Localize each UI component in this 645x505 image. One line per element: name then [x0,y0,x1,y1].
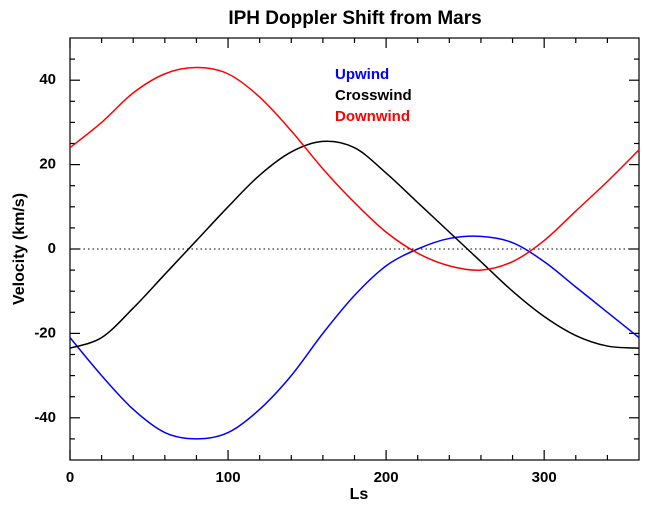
series-line [69,66,640,271]
legend-entry: Upwind [335,66,389,83]
x-tick-label: 300 [532,469,557,486]
x-tick-label: 200 [374,469,399,486]
y-axis-label: Velocity (km/s) [11,193,28,305]
series-line [69,140,640,349]
x-tick-label: 0 [66,469,74,486]
series-line [69,235,640,440]
legend-entry: Downwind [335,108,410,125]
y-tick-label: 40 [39,71,56,88]
y-tick-label: -40 [34,409,56,426]
x-axis-label: Ls [350,486,369,503]
y-tick-label: -20 [34,324,56,341]
x-tick-label: 100 [216,469,241,486]
legend-entry: Crosswind [335,87,412,104]
y-tick-label: 20 [39,156,56,173]
y-tick-label: 0 [48,240,56,257]
chart-title: IPH Doppler Shift from Mars [228,8,481,29]
